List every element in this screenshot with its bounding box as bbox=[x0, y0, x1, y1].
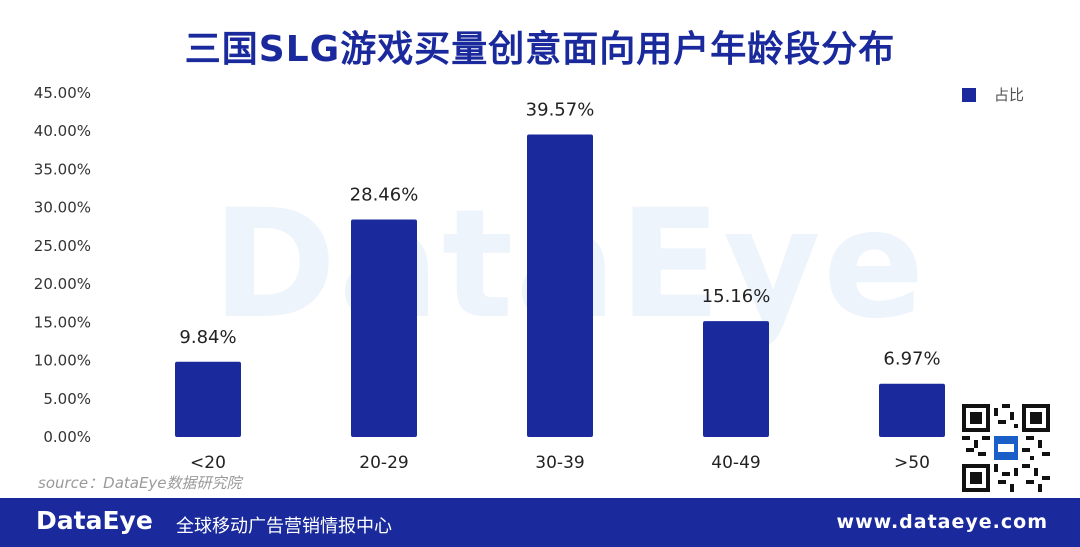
y-tick-label: 5.00% bbox=[43, 390, 91, 408]
x-tick-label: 20-29 bbox=[359, 453, 408, 473]
y-tick-label: 15.00% bbox=[34, 313, 91, 331]
bar bbox=[351, 219, 417, 437]
footer-bar: DataEye 全球移动广告营销情报中心 www.dataeye.com bbox=[0, 498, 1080, 547]
y-tick-label: 45.00% bbox=[34, 84, 91, 102]
x-tick-label: >50 bbox=[894, 453, 930, 473]
bar-value-label: 28.46% bbox=[350, 184, 419, 205]
legend-swatch bbox=[962, 87, 976, 102]
legend: 占比 bbox=[962, 84, 1024, 105]
bar-value-label: 9.84% bbox=[179, 327, 236, 348]
y-tick-label: 25.00% bbox=[34, 237, 91, 255]
legend-label: 占比 bbox=[994, 86, 1025, 104]
y-tick-label: 40.00% bbox=[34, 122, 91, 140]
bar bbox=[703, 321, 769, 437]
bar bbox=[879, 383, 945, 437]
x-tick-label: <20 bbox=[190, 453, 226, 473]
footer-url: www.dataeye.com bbox=[836, 511, 1048, 533]
qr-code-icon bbox=[962, 404, 1050, 492]
bar bbox=[527, 134, 593, 437]
chart-title: 三国SLG游戏买量创意面向用户年龄段分布 bbox=[184, 29, 896, 70]
bar-chart: 0.00% 5.00% 10.00% 15.00% 20.00% 25.00% 30.00%… bbox=[34, 84, 945, 473]
x-tick-label: 30-39 bbox=[535, 453, 584, 473]
y-tick-label: 35.00% bbox=[34, 160, 91, 178]
footer-slogan: 全球移动广告营销情报中心 bbox=[176, 516, 392, 537]
x-tick-label: 40-49 bbox=[711, 453, 760, 473]
footer-brand: DataEye bbox=[36, 506, 153, 535]
bar bbox=[175, 361, 241, 437]
y-tick-label: 0.00% bbox=[43, 428, 91, 446]
source-note: source：DataEye数据研究院 bbox=[38, 474, 242, 492]
bar-value-label: 39.57% bbox=[526, 100, 595, 121]
y-tick-label: 10.00% bbox=[34, 352, 91, 370]
bar-value-label: 6.97% bbox=[883, 349, 940, 370]
y-tick-label: 30.00% bbox=[34, 199, 91, 217]
bar-value-label: 15.16% bbox=[702, 286, 771, 307]
y-tick-label: 20.00% bbox=[34, 275, 91, 293]
